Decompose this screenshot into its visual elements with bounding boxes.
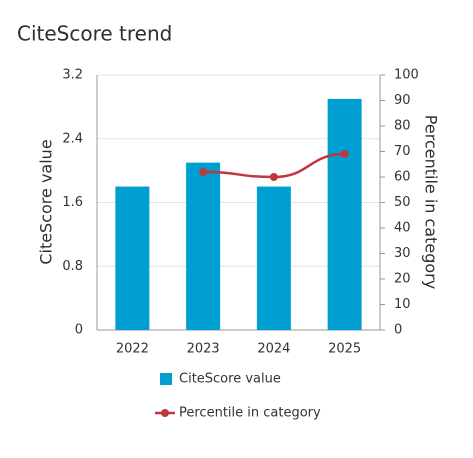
line-marker: [269, 173, 278, 181]
y2-tick-label: 80: [394, 119, 411, 134]
legend-label[interactable]: Percentile in category: [179, 406, 321, 421]
y2-tick-label: 20: [394, 272, 411, 287]
y-tick-label: 1.6: [62, 195, 83, 210]
legend-swatch-marker: [161, 409, 169, 417]
bar: [115, 186, 150, 330]
x-tick-label: 2025: [328, 342, 361, 357]
y-tick-label: 2.4: [62, 131, 83, 146]
y2-tick-label: 90: [394, 93, 411, 108]
x-tick-label: 2023: [187, 342, 220, 357]
y-tick-label: 0.8: [62, 259, 83, 274]
y-tick-label: 3.2: [62, 68, 83, 83]
x-tick-label: 2022: [116, 342, 149, 357]
line-marker: [340, 150, 349, 159]
y2-axis-title: Percentile in category: [422, 115, 441, 289]
y2-tick-label: 60: [394, 170, 411, 185]
line-marker: [199, 167, 208, 176]
x-tick-label: 2024: [257, 342, 290, 357]
chart-title: CiteScore trend: [17, 22, 172, 46]
y2-tick-label: 0: [394, 323, 402, 338]
y-tick-label: 0: [75, 323, 83, 338]
y-axis-title: CiteScore value: [37, 139, 56, 264]
y2-tick-label: 10: [394, 297, 411, 312]
y2-tick-label: 50: [394, 195, 411, 210]
y2-tick-label: 40: [394, 221, 411, 236]
legend-label[interactable]: CiteScore value: [179, 372, 281, 387]
bar: [186, 162, 221, 330]
bar: [327, 98, 362, 330]
legend-swatch: [160, 373, 172, 385]
y2-tick-label: 100: [394, 68, 419, 83]
y2-tick-label: 70: [394, 144, 411, 159]
bar: [256, 186, 291, 330]
y2-tick-label: 30: [394, 246, 411, 261]
